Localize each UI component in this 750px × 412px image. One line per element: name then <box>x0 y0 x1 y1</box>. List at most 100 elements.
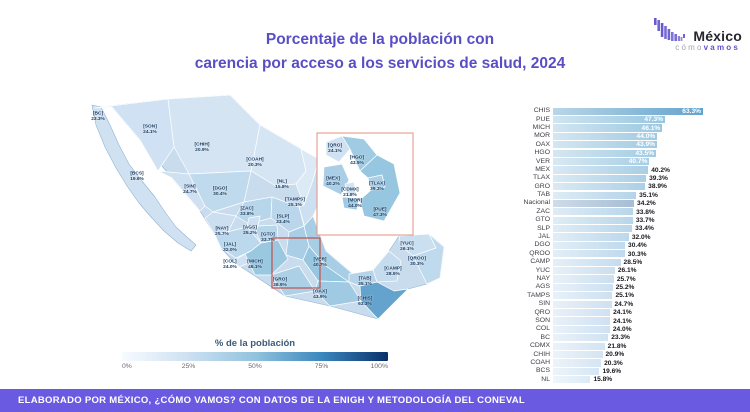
bar-category-label: COAH <box>530 358 550 366</box>
inset-shape-cdmx <box>344 181 357 198</box>
bar-row-jal: JAL 32.0% <box>480 233 742 241</box>
bar-row-oax: OAX 43.9% <box>480 141 742 149</box>
bar-value-label: 33.7% <box>635 216 655 224</box>
bar-tab <box>553 191 637 199</box>
bar-value-label: 47.3% <box>644 116 664 124</box>
bar-value-label: 32.0% <box>631 233 651 241</box>
bar-chih <box>553 350 603 359</box>
bar-hgo: 43.5% <box>553 149 657 157</box>
bar-yuc <box>553 267 615 275</box>
bar-row-son: SON 24.1% <box>480 317 742 325</box>
bar-track: 33.7% <box>553 216 723 224</box>
bar-pue: 47.3% <box>553 115 666 124</box>
bar-cdmx <box>553 342 605 350</box>
bar-jal <box>553 233 629 241</box>
bar-nl <box>553 376 591 384</box>
bar-category-label: NL <box>541 375 550 383</box>
bar-row-nay: NAY 25.7% <box>480 275 742 283</box>
legend-caption: % de la población <box>214 338 296 349</box>
bar-category-label: CHIS <box>533 107 550 115</box>
bar-nay <box>553 275 614 283</box>
bar-ags <box>553 283 613 291</box>
bar-value-label: 24.0% <box>612 326 632 334</box>
bar-row-qroo: QROO 30.3% <box>480 250 742 258</box>
bar-category-label: CAMP <box>530 258 550 266</box>
bar-value-label: 43.9% <box>636 141 656 149</box>
state-shape-camp <box>372 250 402 283</box>
bar-track: 63.3% <box>553 107 723 115</box>
inset-shape-pue <box>359 154 401 222</box>
bar-row-dgo: DGO 30.4% <box>480 241 742 249</box>
legend-tick-25: 25% <box>181 363 196 370</box>
inset-shape-mex <box>322 163 350 196</box>
bar-row-sin: SIN 24.7% <box>480 300 742 308</box>
bar-qro <box>553 308 611 317</box>
bar-track: 26.1% <box>553 267 723 274</box>
bar-son <box>553 317 611 325</box>
bar-value-label: 40.2% <box>651 166 670 174</box>
bar-gto <box>553 216 633 224</box>
bar-category-label: OAX <box>535 140 550 148</box>
bar-value-label: 15.8% <box>593 376 613 384</box>
bar-track: 46.1% <box>553 124 723 132</box>
bar-category-label: BCS <box>536 367 550 375</box>
bar-value-label: 46.1% <box>641 124 661 132</box>
bar-row-tlax: TLAX 39.3% <box>480 174 742 182</box>
page-title-line1: Porcentaje de la población con <box>265 31 495 48</box>
brand-logo: México cómovamos <box>622 16 742 52</box>
bar-row-tamps: TAMPS 25.1% <box>480 292 742 300</box>
bar-track: 43.5% <box>553 149 723 157</box>
state-shape-qroo <box>412 233 445 285</box>
bar-value-label: 38.9% <box>648 183 667 191</box>
bar-row-gro: GRO 38.9% <box>480 183 742 191</box>
bar-category-label: TLAX <box>533 174 550 182</box>
bar-category-label: Nacional <box>523 199 550 207</box>
bar-row-gto: GTO 33.7% <box>480 216 742 224</box>
bar-nacional <box>553 199 635 208</box>
bar-value-label: 44.0% <box>636 133 656 141</box>
bar-mor: 44.0% <box>553 132 658 141</box>
bar-track: 34.2% <box>553 199 723 208</box>
bar-row-tab: TAB 35.1% <box>480 191 742 199</box>
bar-value-label: 24.1% <box>613 317 632 325</box>
bar-category-label: SIN <box>538 300 550 308</box>
bar-value-label: 34.2% <box>637 200 656 208</box>
bar-track: 21.8% <box>553 342 723 350</box>
bar-value-label: 25.2% <box>615 284 635 292</box>
bar-track: 25.2% <box>553 283 723 292</box>
bar-track: 35.1% <box>553 191 723 199</box>
bar-chart: CHIS 63.3% PUE 47.3% MICH 46.1% MOR 44.0% OAX 43.… <box>480 107 742 384</box>
bar-track: 19.6% <box>553 367 723 375</box>
bar-category-label: BC <box>540 333 550 341</box>
bar-category-label: JAL <box>538 233 550 241</box>
bar-track: 24.0% <box>553 325 723 334</box>
bar-value-label: 21.8% <box>607 342 627 350</box>
bar-category-label: QROO <box>529 249 550 257</box>
logo-tagline-vamos: vamos <box>703 43 740 52</box>
bar-category-label: TAB <box>537 191 550 199</box>
bar-category-label: CHIH <box>533 350 550 358</box>
bar-track: 23.3% <box>553 334 723 341</box>
map-svg <box>91 94 445 320</box>
footer-bar: ELABORADO POR MÉXICO, ¿CÓMO VAMOS? CON D… <box>0 389 750 412</box>
bar-sin <box>553 300 612 308</box>
bar-category-label: HGO <box>534 149 550 157</box>
bar-value-label: 43.5% <box>635 149 655 157</box>
bar-value-label: 26.1% <box>617 267 637 275</box>
bar-mex <box>553 166 649 174</box>
bar-ver: 40.7% <box>553 157 650 166</box>
legend-tick-0: 0% <box>122 363 132 370</box>
logo-tagline: cómovamos <box>622 43 742 52</box>
footer-text: ELABORADO POR MÉXICO, ¿CÓMO VAMOS? CON D… <box>18 395 526 406</box>
bar-value-label: 39.3% <box>649 175 668 183</box>
bar-category-label: ZAC <box>536 207 550 215</box>
inset-shape-mor <box>341 196 360 211</box>
bar-category-label: DGO <box>534 241 550 249</box>
legend-ticks: 0% 25% 50% 75% 100% <box>122 363 388 373</box>
bar-row-bc: BC 23.3% <box>480 334 742 342</box>
bar-mich: 46.1% <box>553 124 663 132</box>
bar-row-zac: ZAC 33.8% <box>480 208 742 216</box>
bar-value-label: 40.7% <box>628 158 648 166</box>
bar-track: 30.3% <box>553 250 723 258</box>
